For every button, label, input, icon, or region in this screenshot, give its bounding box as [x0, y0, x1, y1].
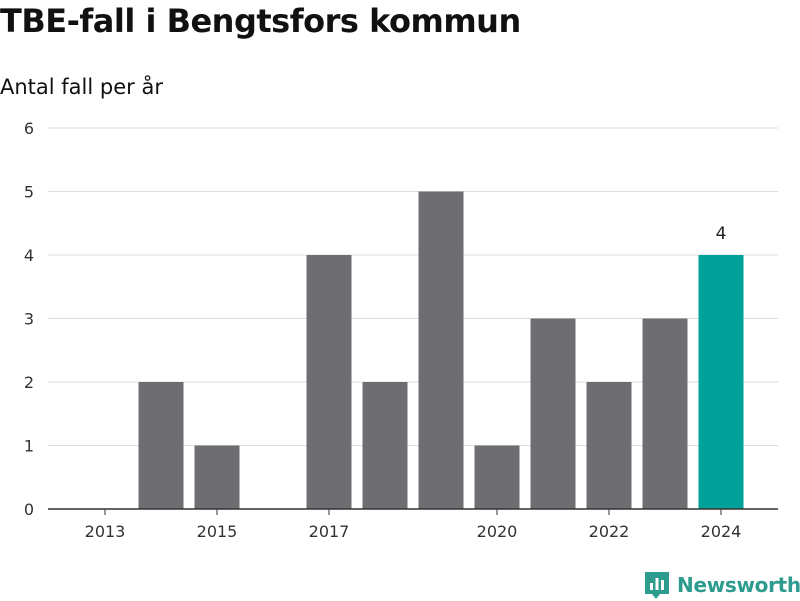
bar: [586, 382, 632, 509]
x-tick-label: 2015: [197, 522, 238, 541]
y-tick-label: 0: [24, 500, 34, 519]
x-tick-label: 2017: [309, 522, 350, 541]
x-axis-ticks: 2013 2015 2017 2020 2022 2024: [48, 508, 778, 541]
x-tick-label: 2024: [701, 522, 742, 541]
brand-name: Newsworthy: [677, 573, 800, 597]
chart-subtitle: Antal fall per år: [0, 75, 163, 99]
x-tick-label: 2013: [85, 522, 126, 541]
y-axis-ticks: 0 1 2 3 4 5 6: [24, 119, 34, 519]
bar: [138, 382, 184, 509]
y-tick-label: 5: [24, 183, 34, 202]
x-tick-label: 2020: [477, 522, 518, 541]
data-label: 4: [716, 224, 727, 244]
y-tick-label: 3: [24, 310, 34, 329]
bar: [530, 318, 576, 509]
bar: [362, 382, 408, 509]
y-tick-label: 4: [24, 246, 34, 265]
y-tick-label: 2: [24, 373, 34, 392]
newsworthy-logo-icon: [645, 572, 669, 599]
bar: [194, 445, 240, 509]
chart-title: TBE-fall i Bengtsfors kommun: [0, 2, 521, 40]
y-tick-label: 6: [24, 119, 34, 138]
y-tick-label: 1: [24, 437, 34, 456]
data-labels: 4: [716, 224, 727, 244]
bar: [474, 445, 520, 509]
newsworthy-brand: Newsworthy: [644, 569, 800, 601]
bar: [306, 255, 352, 509]
bar: [418, 191, 464, 509]
x-tick-label: 2022: [589, 522, 630, 541]
bar: [642, 318, 688, 509]
bar: [698, 255, 744, 509]
bars: [138, 191, 744, 509]
